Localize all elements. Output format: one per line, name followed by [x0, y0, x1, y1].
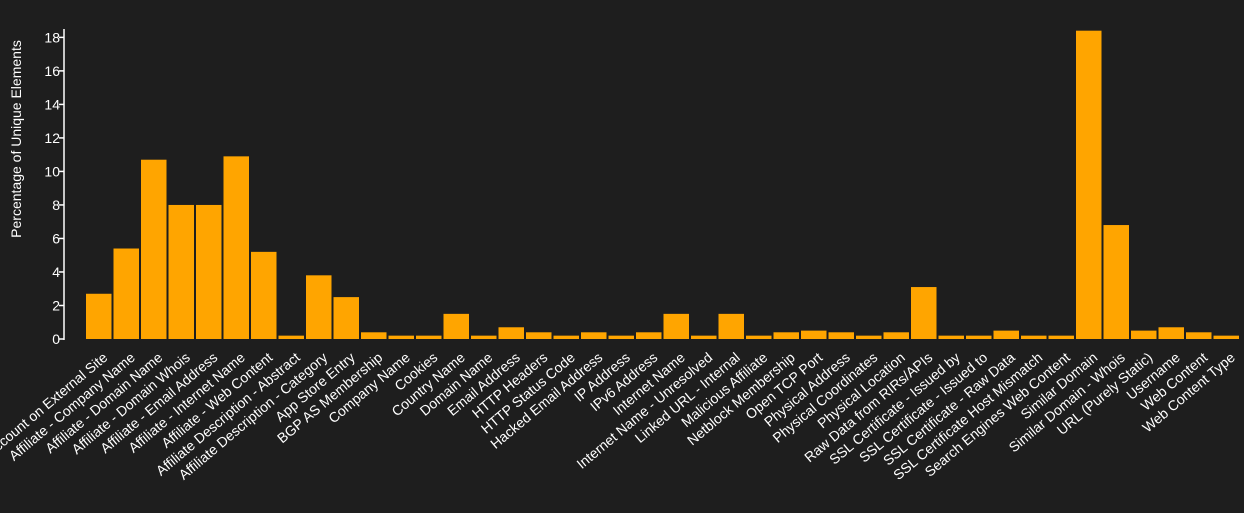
bar	[828, 332, 854, 339]
y-tick-label: 0	[52, 331, 60, 347]
bar	[1158, 327, 1184, 339]
bar	[636, 332, 662, 339]
bar	[581, 332, 607, 339]
bar	[443, 313, 469, 339]
bar	[223, 156, 249, 339]
bar	[1186, 332, 1212, 339]
bar	[416, 335, 442, 339]
bar	[993, 330, 1019, 339]
bar	[168, 204, 194, 339]
y-tick-label: 16	[44, 63, 60, 79]
bar	[251, 251, 277, 339]
bar	[361, 332, 387, 339]
bar	[471, 335, 497, 339]
bar	[746, 335, 772, 339]
y-axis-title: Percentage of Unique Elements	[8, 40, 24, 238]
bar	[526, 332, 552, 339]
bar	[856, 335, 882, 339]
bar	[608, 335, 634, 339]
y-tick-label: 18	[44, 29, 60, 45]
bars-group	[86, 30, 1239, 340]
bar	[141, 159, 167, 339]
bar	[801, 330, 827, 339]
bar	[1021, 335, 1047, 339]
y-tick-label: 2	[52, 297, 60, 313]
y-tick-label: 14	[44, 96, 60, 112]
y-tick-label: 4	[52, 264, 60, 280]
bar	[1076, 30, 1102, 340]
bar	[1048, 335, 1074, 339]
y-tick-label: 6	[52, 230, 60, 246]
bar	[333, 297, 359, 339]
bar	[1131, 330, 1157, 339]
bar	[1213, 335, 1239, 339]
bar	[773, 332, 799, 339]
bar	[86, 293, 112, 339]
y-axis: 0 2 4 6 8 10 12 14 16 18	[44, 29, 65, 347]
bar	[691, 335, 717, 339]
bar	[388, 335, 414, 339]
bar	[938, 335, 964, 339]
y-tick-label: 12	[44, 130, 60, 146]
bar	[553, 335, 579, 339]
bar	[966, 335, 992, 339]
bar	[306, 275, 332, 339]
bar	[718, 313, 744, 339]
y-tick-label: 8	[52, 197, 60, 213]
bar	[1103, 225, 1129, 339]
y-tick-label: 10	[44, 163, 60, 179]
bar	[498, 327, 524, 339]
bar	[113, 248, 139, 339]
bar	[883, 332, 909, 339]
bar	[278, 335, 304, 339]
bar	[196, 204, 222, 339]
bar	[663, 313, 689, 339]
bar	[911, 287, 937, 339]
